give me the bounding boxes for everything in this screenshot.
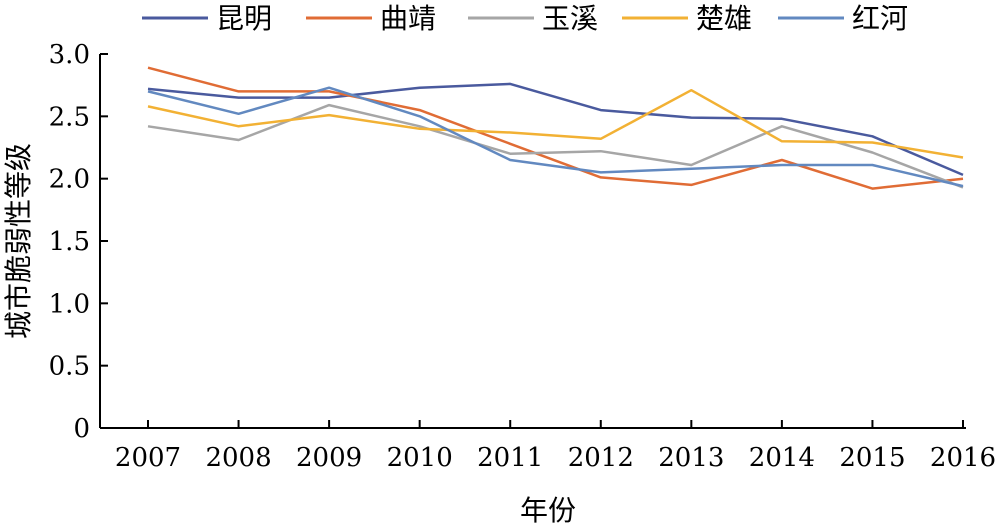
y-axis-title: 城市脆弱性等级 bbox=[2, 143, 35, 339]
series-line-0 bbox=[147, 82, 964, 177]
x-tick-label: 2015 bbox=[839, 443, 905, 473]
legend-label-4: 红河 bbox=[852, 2, 908, 35]
x-tick-label: 2013 bbox=[658, 443, 724, 473]
x-tick-label: 2011 bbox=[477, 443, 543, 473]
legend-label-0: 昆明 bbox=[216, 2, 272, 35]
y-tick-label: 2.5 bbox=[49, 102, 90, 132]
axes bbox=[99, 54, 966, 429]
legend-label-1: 曲靖 bbox=[380, 2, 436, 35]
series-layer bbox=[147, 66, 964, 190]
series-line-3 bbox=[147, 88, 964, 159]
y-tick-label: 1.5 bbox=[49, 227, 90, 257]
y-tick-label: 0.5 bbox=[49, 352, 90, 382]
x-tick-label: 2012 bbox=[568, 443, 634, 473]
series-line-1 bbox=[147, 66, 964, 190]
x-tick-label: 2008 bbox=[205, 443, 271, 473]
series-line-4 bbox=[147, 86, 964, 188]
legend: 昆明 曲靖 玉溪 楚雄 红河 bbox=[142, 2, 908, 35]
x-axis-title: 年份 bbox=[520, 494, 576, 527]
x-tick-label: 2010 bbox=[387, 443, 453, 473]
y-tick-label: 1.0 bbox=[49, 289, 90, 319]
legend-label-3: 楚雄 bbox=[696, 2, 752, 35]
y-tick-label: 0 bbox=[73, 414, 90, 444]
y-tick-label: 2.0 bbox=[49, 165, 90, 195]
x-tick-label: 2007 bbox=[115, 443, 181, 473]
x-tick-label: 2014 bbox=[749, 443, 815, 473]
x-tick-label: 2009 bbox=[296, 443, 362, 473]
y-ticks: 0 0.5 1.0 1.5 2.0 2.5 3.0 bbox=[49, 40, 108, 444]
legend-label-2: 玉溪 bbox=[542, 2, 598, 35]
x-ticks: 2007 2008 2009 2010 2011 2012 2013 2014 2015 2016 bbox=[115, 420, 996, 473]
y-tick-label: 3.0 bbox=[49, 40, 90, 70]
series-line-2 bbox=[147, 103, 964, 189]
x-tick-label: 2016 bbox=[930, 443, 996, 473]
